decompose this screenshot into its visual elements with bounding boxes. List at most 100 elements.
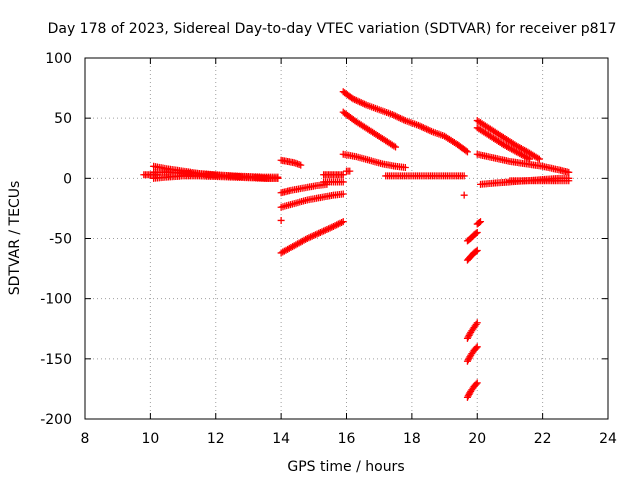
data-point <box>565 168 573 176</box>
data-point <box>392 143 400 151</box>
data-point <box>357 99 365 107</box>
data-point <box>311 231 319 239</box>
data-point <box>297 161 305 169</box>
data-point <box>465 354 473 362</box>
data-point <box>426 127 434 135</box>
data-point <box>331 222 339 230</box>
data-point <box>472 229 480 237</box>
data-point <box>464 392 472 400</box>
data-point <box>390 142 398 150</box>
data-point <box>473 379 481 387</box>
data-point <box>346 167 354 175</box>
data-point <box>354 97 362 105</box>
data-point <box>463 148 471 156</box>
data-point <box>398 115 406 123</box>
data-point <box>388 111 396 119</box>
x-tick-label: 18 <box>403 431 421 447</box>
data-point <box>463 393 471 401</box>
data-point <box>321 226 329 234</box>
x-tick-label: 12 <box>207 431 225 447</box>
data-point <box>416 122 424 130</box>
data-point <box>460 191 468 199</box>
data-point <box>349 95 357 103</box>
data-point <box>326 224 334 232</box>
x-tick-label: 24 <box>599 431 617 447</box>
data-point <box>535 155 543 163</box>
data-point <box>477 218 485 226</box>
data-point <box>460 172 468 180</box>
data-point <box>473 228 481 236</box>
data-point <box>274 174 282 182</box>
data-point <box>473 319 481 327</box>
data-point <box>277 216 285 224</box>
data-point <box>303 235 311 242</box>
data-point <box>462 147 470 155</box>
data-point <box>396 114 404 122</box>
y-tick-label: 50 <box>54 111 72 127</box>
data-point <box>395 114 403 122</box>
data-point <box>329 222 337 230</box>
data-point <box>475 218 483 226</box>
data-point <box>352 96 360 104</box>
data-point <box>351 96 359 104</box>
data-point <box>316 228 324 236</box>
data-point <box>473 343 481 351</box>
data-point <box>424 126 432 134</box>
x-tick-label: 10 <box>141 431 159 447</box>
data-point <box>310 231 318 239</box>
data-point <box>307 233 315 241</box>
data-point <box>328 223 336 231</box>
x-tick-label: 22 <box>534 431 552 447</box>
data-point <box>356 98 364 106</box>
data-point <box>390 111 398 119</box>
data-point <box>339 178 347 186</box>
data-point <box>464 333 472 341</box>
data-point <box>401 164 409 172</box>
data-point <box>418 123 426 131</box>
data-point <box>472 344 480 352</box>
data-point <box>339 171 347 179</box>
data-point <box>325 225 333 233</box>
y-tick-label: -200 <box>40 412 72 428</box>
y-tick-label: -100 <box>40 292 72 308</box>
data-point <box>308 232 316 240</box>
data-point <box>473 247 481 255</box>
data-point <box>463 334 471 342</box>
data-point <box>339 218 347 226</box>
data-point <box>359 99 367 107</box>
data-point <box>360 100 368 108</box>
y-axis-label: SDTVAR / TECUs <box>7 181 23 296</box>
chart-title: Day 178 of 2023, Sidereal Day-to-day VTE… <box>48 21 617 37</box>
data-point <box>421 124 429 132</box>
data-point <box>393 113 401 121</box>
data-point <box>423 125 431 133</box>
data-point <box>339 190 347 198</box>
y-tick-label: 100 <box>45 51 72 67</box>
data-point <box>465 390 473 398</box>
data-point <box>315 229 323 237</box>
data-point <box>464 356 472 364</box>
y-tick-label: 0 <box>63 171 72 187</box>
data-point <box>419 124 427 132</box>
data-point <box>565 177 573 185</box>
data-point <box>463 357 471 365</box>
data-point <box>338 218 346 226</box>
data-point <box>313 230 321 238</box>
axis-ticks: 8 10 12 14 16 18 20 22 24 -200 -150 -100 -50 0 50 100 <box>40 51 617 447</box>
data-point <box>524 154 532 162</box>
data-point <box>305 234 313 242</box>
data-point <box>320 227 328 235</box>
data-point <box>465 331 473 339</box>
data-point <box>414 121 422 129</box>
data-point <box>392 112 400 120</box>
data-point <box>472 247 480 255</box>
data-point <box>334 220 342 228</box>
x-axis-label: GPS time / hours <box>287 459 404 475</box>
y-tick-label: -150 <box>40 352 72 368</box>
data-point <box>472 380 480 388</box>
data-point <box>323 225 331 233</box>
data-point <box>302 235 310 243</box>
data-point <box>472 320 480 328</box>
x-tick-label: 16 <box>338 431 356 447</box>
